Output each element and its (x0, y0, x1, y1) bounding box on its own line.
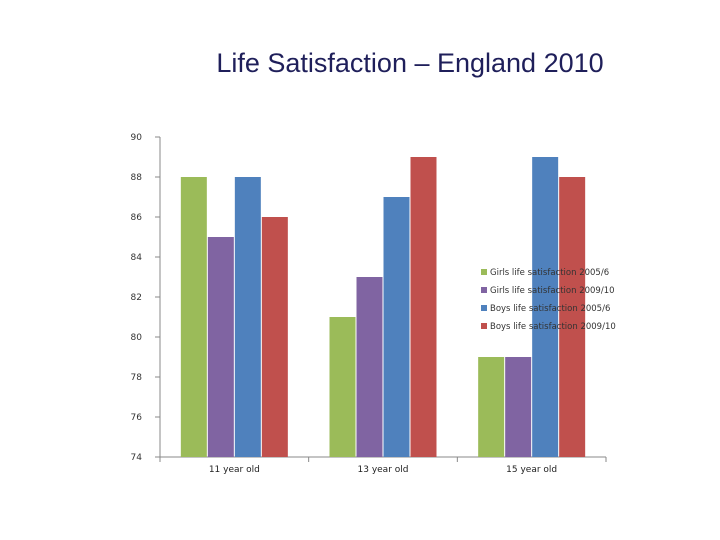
bar (478, 357, 505, 457)
y-tick-label: 80 (131, 333, 143, 343)
legend-label: Boys life satisfaction 2009/10 (490, 322, 616, 332)
bar (261, 217, 288, 457)
x-category-label: 13 year old (358, 465, 409, 475)
bar (532, 157, 559, 457)
y-tick-label: 82 (131, 293, 142, 303)
y-tick-label: 90 (131, 133, 143, 143)
y-tick-label: 84 (131, 253, 143, 263)
x-category-label: 15 year old (506, 465, 557, 475)
bar (207, 237, 234, 457)
y-tick-label: 76 (131, 413, 143, 423)
chart-bars (180, 157, 586, 457)
legend-swatch (481, 269, 487, 275)
chart-title: Life Satisfaction – England 2010 (216, 48, 604, 78)
bar (383, 197, 410, 457)
y-tick-label: 78 (131, 373, 143, 383)
bar (505, 357, 532, 457)
y-tick-label: 74 (131, 453, 143, 463)
bar (329, 317, 356, 457)
legend-swatch (481, 287, 487, 293)
legend-label: Girls life satisfaction 2009/10 (490, 286, 615, 296)
bar (356, 277, 383, 457)
legend-label: Boys life satisfaction 2005/6 (490, 304, 610, 314)
chart-legend: Girls life satisfaction 2005/6 Girls life… (481, 268, 616, 332)
legend-swatch (481, 305, 487, 311)
bar (410, 157, 437, 457)
bar (180, 177, 207, 457)
legend-swatch (481, 323, 487, 329)
x-category-label: 11 year old (209, 465, 260, 475)
bar (559, 177, 586, 457)
y-tick-label: 86 (131, 213, 143, 223)
bar (234, 177, 261, 457)
chart-axes: 74 76 78 80 82 84 86 88 90 11 year old 13 year old… (131, 133, 607, 475)
legend-label: Girls life satisfaction 2005/6 (490, 268, 609, 278)
y-tick-label: 88 (131, 173, 143, 183)
